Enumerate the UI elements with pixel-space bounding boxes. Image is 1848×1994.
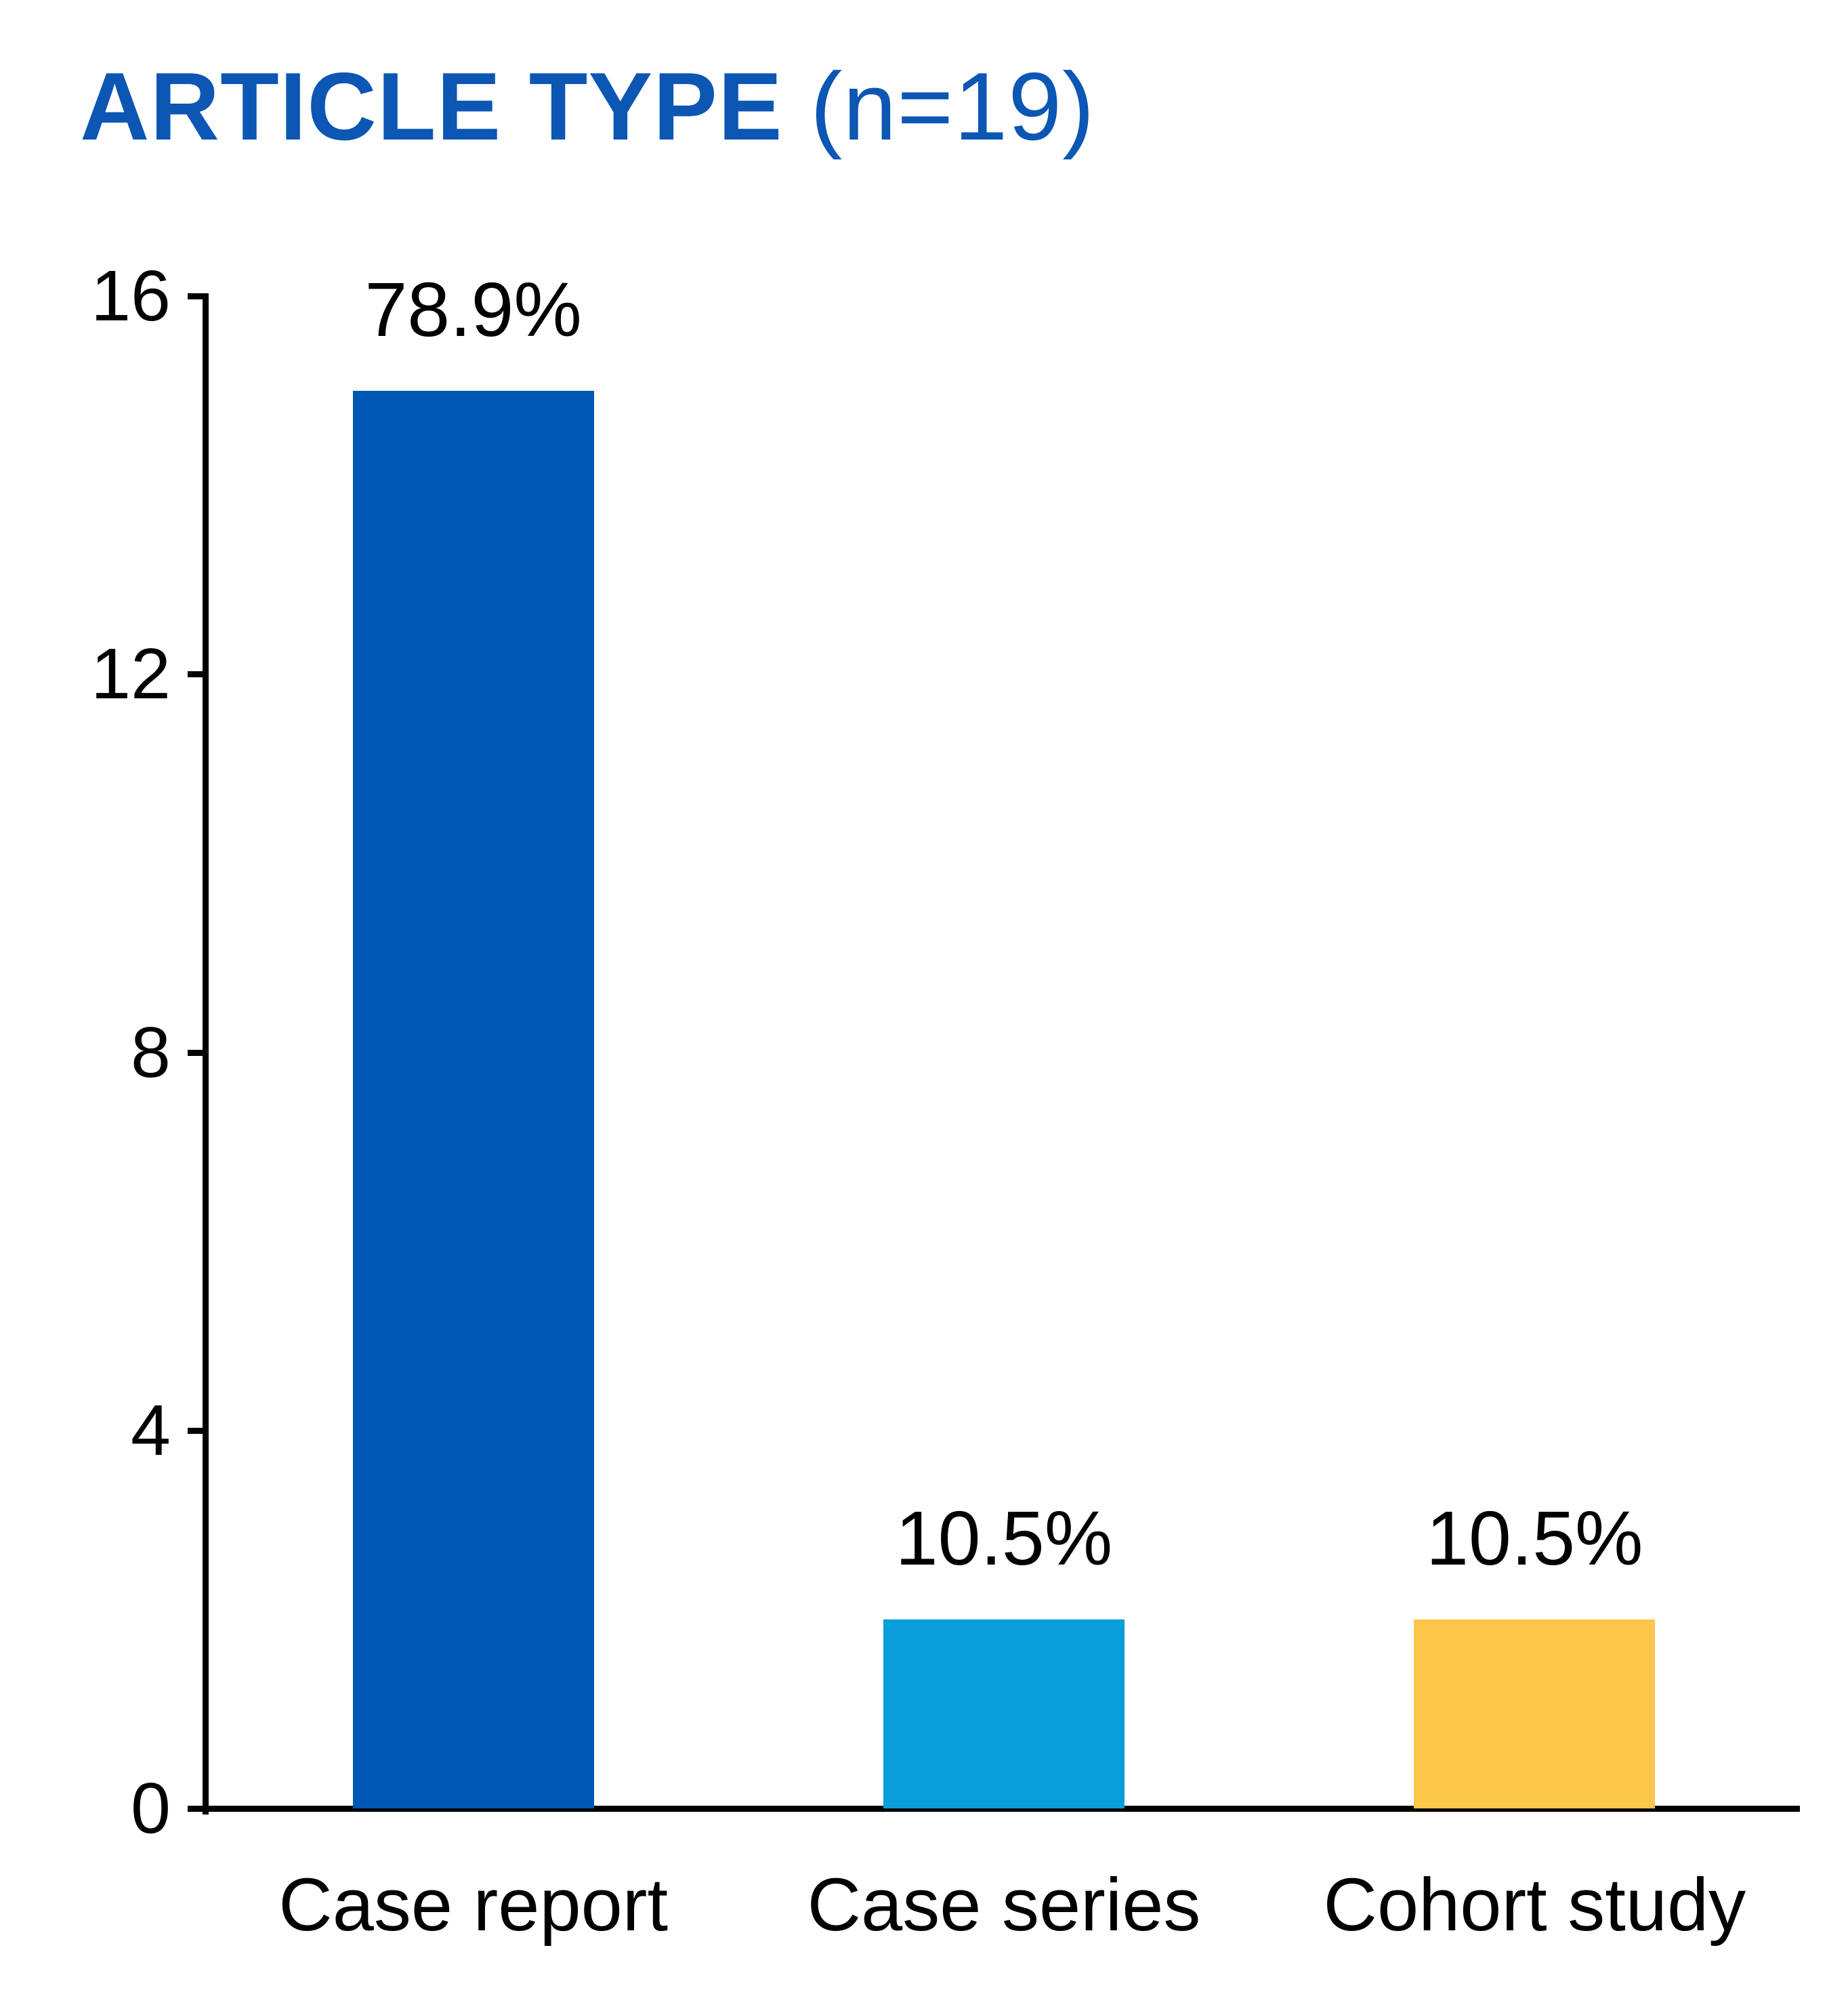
category-label-cohort-study: Cohort study [1323,1863,1746,1947]
category-label-case-report: Case report [278,1863,669,1947]
value-label-cohort-study: 10.5% [1426,1495,1643,1581]
y-tick-label-4: 4 [131,1390,171,1470]
y-tick-label-0: 0 [131,1768,171,1848]
y-tick-mark-8 [188,1049,209,1056]
y-tick-mark-0 [188,1806,209,1812]
category-label-case-series: Case series [807,1863,1201,1947]
value-label-case-report: 78.9% [364,266,582,352]
y-tick-label-8: 8 [131,1012,171,1093]
chart-title-sample-size: (n=19) [810,53,1095,161]
y-tick-label-16: 16 [91,256,171,336]
chart-title-main: ARTICLE TYPE [80,53,811,161]
y-tick-label-12: 12 [91,634,171,715]
bar-case-series [883,1619,1125,1808]
bar-cohort-study [1414,1619,1656,1808]
value-label-case-series: 10.5% [895,1495,1113,1581]
bar-case-report [352,390,594,1808]
x-axis-line [203,1806,1800,1812]
chart-title: ARTICLE TYPE (n=19) [80,54,1095,160]
y-tick-mark-4 [188,1427,209,1434]
y-tick-mark-16 [188,293,209,299]
y-tick-mark-12 [188,671,209,678]
